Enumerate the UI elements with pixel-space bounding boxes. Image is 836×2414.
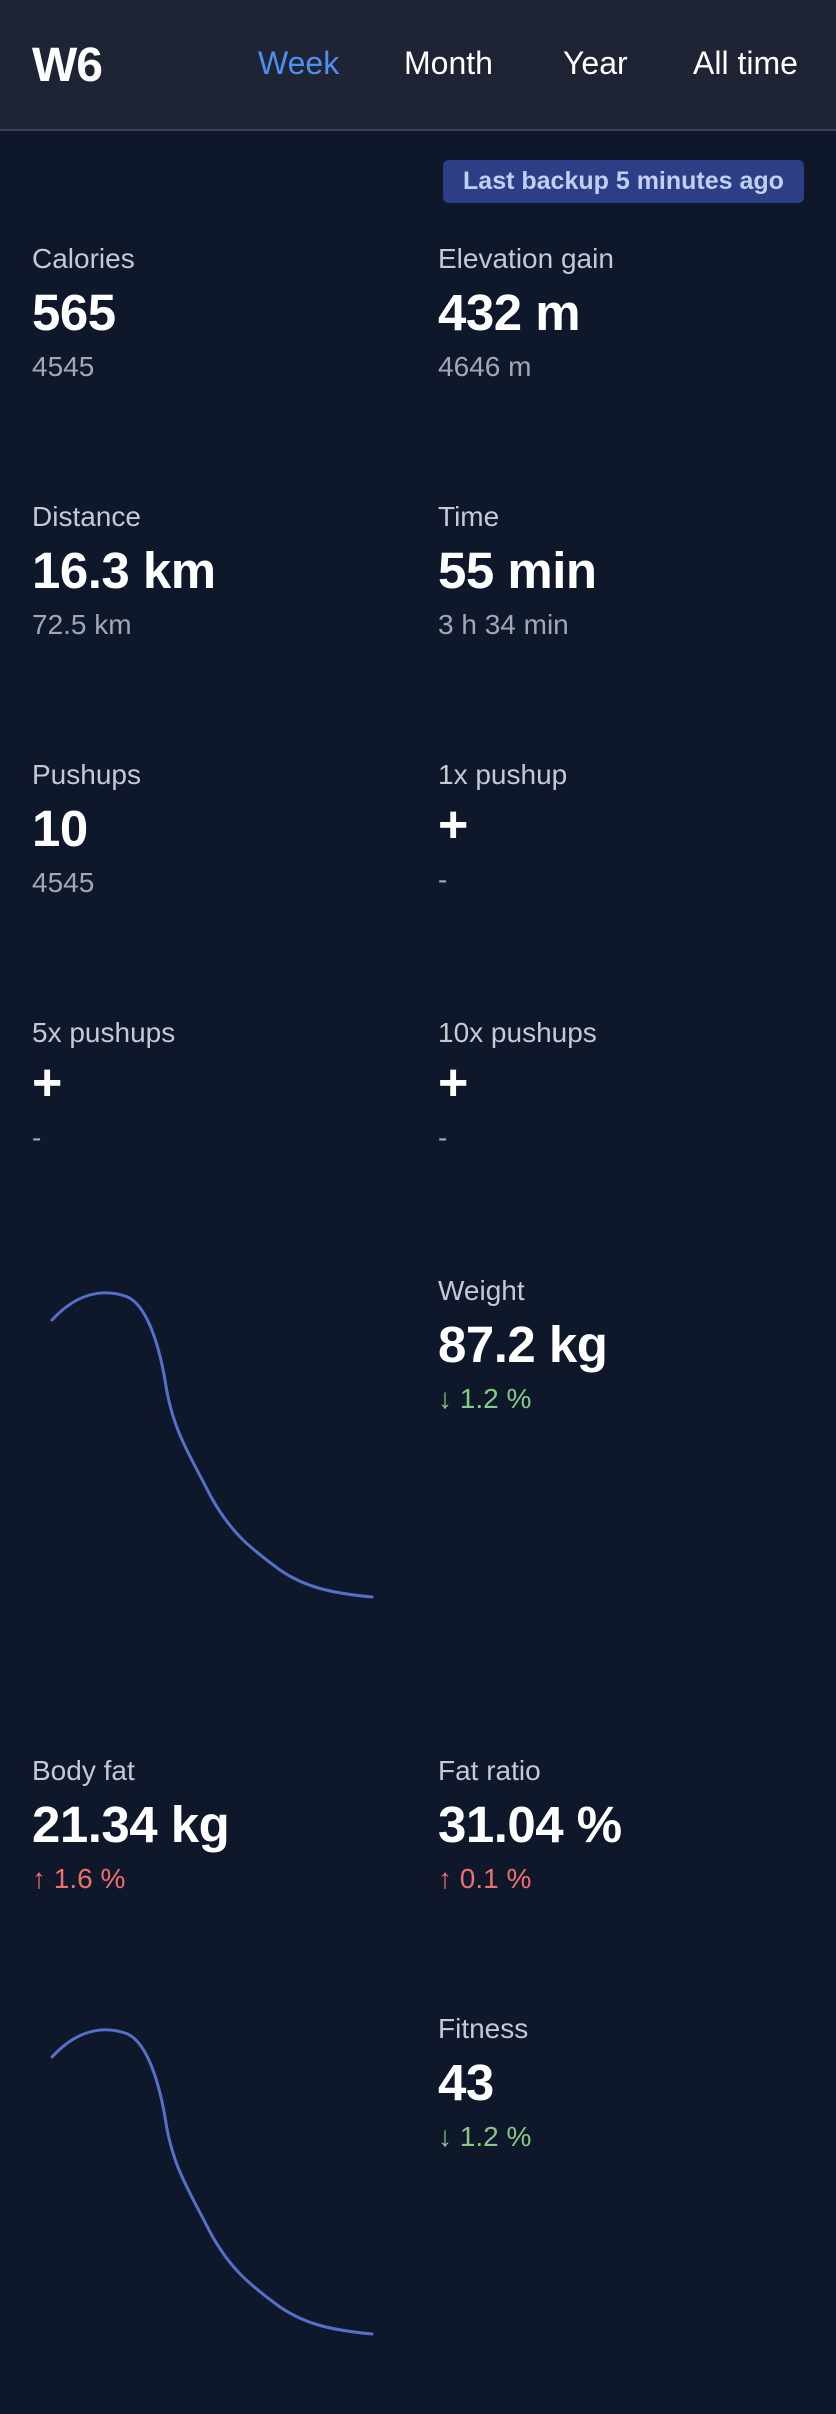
stat-total: 4646 m: [438, 351, 532, 383]
stat-change: ↓ 1.2 %: [438, 1383, 532, 1415]
stat-total: -: [438, 1122, 448, 1154]
stat-elevation-gain: Elevation gain 432 m 4646 m: [438, 243, 798, 383]
stat-value: 55 min: [438, 542, 597, 599]
add-5x-pushups-button[interactable]: +: [32, 1054, 63, 1112]
weight-trend-sparkline: [50, 1291, 374, 1599]
tab-year[interactable]: Year: [563, 45, 628, 81]
stat-total: 4545: [32, 351, 95, 383]
stat-value: 87.2 kg: [438, 1316, 608, 1373]
stat-value: 10: [32, 800, 88, 857]
stat-5x-pushups: 5x pushups + -: [32, 1017, 392, 1154]
tab-week[interactable]: Week: [258, 45, 340, 81]
stat-total: 4545: [32, 867, 95, 899]
add-1x-pushup-button[interactable]: +: [438, 796, 469, 854]
add-10x-pushups-button[interactable]: +: [438, 1054, 469, 1112]
stat-calories: Calories 565 4545: [32, 243, 392, 383]
stat-10x-pushups: 10x pushups + -: [438, 1017, 798, 1154]
backup-status-badge: Last backup 5 minutes ago: [443, 160, 804, 203]
stat-value: 432 m: [438, 284, 581, 341]
stat-label: Body fat: [32, 1755, 135, 1786]
stat-label: 1x pushup: [438, 759, 568, 790]
stat-fat-ratio: Fat ratio 31.04 % ↑ 0.1 %: [438, 1755, 798, 1895]
stat-value: 21.34 kg: [32, 1796, 230, 1853]
stat-total: 3 h 34 min: [438, 609, 569, 641]
stat-body-fat: Body fat 21.34 kg ↑ 1.6 %: [32, 1755, 392, 1895]
stat-label: Calories: [32, 243, 135, 274]
stat-distance: Distance 16.3 km 72.5 km: [32, 501, 392, 641]
stat-value: 43: [438, 2054, 494, 2111]
stat-change: ↓ 1.2 %: [438, 2121, 532, 2153]
stat-total: -: [438, 864, 448, 896]
stat-value: 31.04 %: [438, 1796, 622, 1853]
top-bar: W6 Week Month Year All time: [0, 0, 836, 131]
stat-time: Time 55 min 3 h 34 min: [438, 501, 798, 641]
stat-fitness: Fitness 43 ↓ 1.2 %: [438, 2013, 798, 2153]
stat-label: Distance: [32, 501, 141, 532]
stat-label: Elevation gain: [438, 243, 614, 274]
app-brand: W6: [32, 39, 103, 92]
stat-value: 16.3 km: [32, 542, 216, 599]
stat-1x-pushup: 1x pushup + -: [438, 759, 798, 896]
tab-month[interactable]: Month: [404, 45, 493, 81]
stat-change: ↑ 0.1 %: [438, 1863, 532, 1895]
stat-pushups: Pushups 10 4545: [32, 759, 392, 899]
stat-label: 5x pushups: [32, 1017, 176, 1048]
stat-label: Weight: [438, 1275, 525, 1306]
stat-label: Pushups: [32, 759, 141, 790]
stat-label: Fat ratio: [438, 1755, 541, 1786]
stat-total: 72.5 km: [32, 609, 132, 641]
stat-label: 10x pushups: [438, 1017, 597, 1048]
stat-label: Time: [438, 501, 500, 532]
stat-value: 565: [32, 284, 116, 341]
fitness-trend-sparkline: [50, 2028, 374, 2336]
tab-all-time[interactable]: All time: [693, 45, 798, 81]
stat-label: Fitness: [438, 2013, 529, 2044]
stat-total: -: [32, 1122, 42, 1154]
stat-change: ↑ 1.6 %: [32, 1863, 126, 1895]
stat-weight: Weight 87.2 kg ↓ 1.2 %: [438, 1275, 798, 1415]
